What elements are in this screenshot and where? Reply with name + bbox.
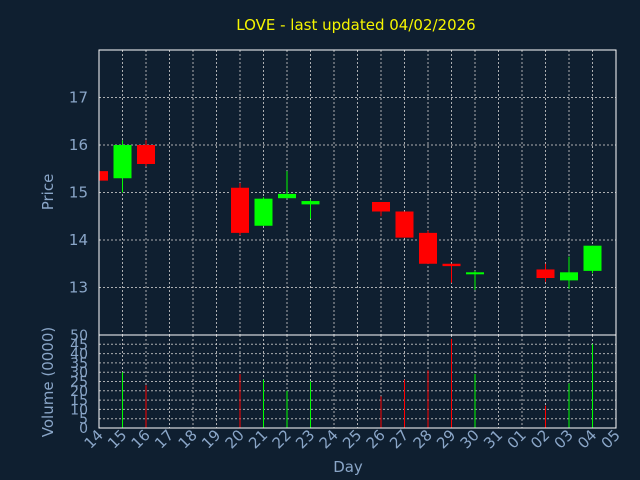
x-tick-label: 30	[457, 426, 483, 452]
volume-tick-label: 10	[70, 402, 88, 418]
candle-wicks	[98, 140, 593, 290]
price-tick-label: 15	[69, 184, 88, 202]
x-tick-label: 29	[433, 426, 459, 452]
price-tick-label: 16	[69, 136, 88, 154]
price-axis-ticks: 13 14 15 16 17	[69, 89, 88, 297]
x-tick-label: 25	[339, 426, 365, 452]
candle-body	[442, 263, 461, 267]
candle-body	[231, 187, 249, 233]
volume-tick-label: 50	[70, 328, 88, 344]
candle-body	[583, 245, 602, 271]
x-axis-label: Day	[333, 458, 363, 476]
x-tick-label: 26	[363, 426, 389, 452]
x-tick-label: 04	[574, 426, 600, 452]
price-axis-label: Price	[39, 174, 57, 211]
x-tick-label: 27	[386, 426, 412, 452]
x-tick-label: 01	[504, 426, 530, 452]
x-tick-label: 20	[222, 426, 248, 452]
candle-body	[560, 272, 578, 281]
volume-panel-frame	[98, 334, 617, 429]
volume-tick-label: 0	[79, 421, 88, 437]
candle-body	[419, 232, 437, 264]
candle-body	[395, 211, 414, 238]
x-tick-label: 15	[104, 426, 130, 452]
volume-tick-label: 20	[70, 384, 88, 400]
x-tick-label: 16	[128, 426, 154, 452]
day-axis-ticks: 1415161718192021222324252627282930310102…	[81, 426, 624, 452]
price-tick-label: 13	[69, 279, 88, 297]
x-tick-label: 18	[175, 426, 201, 452]
candle-body	[254, 198, 273, 226]
candle-body	[301, 201, 320, 205]
volume-tick-label: 15	[70, 393, 88, 409]
price-tick-label: 14	[69, 231, 88, 249]
volume-tick-label: 25	[70, 375, 88, 391]
candle-body	[99, 171, 108, 181]
chart-title: LOVE - last updated 04/02/2026	[236, 16, 475, 34]
candle-body	[278, 193, 296, 199]
x-tick-label: 02	[527, 426, 553, 452]
volume-tick-label: 30	[70, 365, 88, 381]
x-tick-label: 24	[316, 426, 342, 452]
volume-tick-label: 45	[70, 337, 88, 353]
volume-tick-label: 5	[79, 412, 88, 428]
volume-axis-label: Volume (0000)	[39, 327, 57, 437]
x-tick-label: 23	[292, 426, 318, 452]
x-tick-label: 03	[551, 426, 577, 452]
x-tick-label: 19	[198, 426, 224, 452]
candle-body	[536, 269, 555, 278]
x-tick-label: 31	[480, 426, 506, 452]
x-tick-label: 17	[151, 426, 177, 452]
price-tick-label: 17	[69, 89, 88, 107]
x-tick-label: 05	[598, 426, 624, 452]
x-tick-label: 21	[245, 426, 271, 452]
volume-bars	[98, 338, 593, 428]
candle-body	[466, 272, 484, 275]
x-tick-label: 22	[269, 426, 295, 452]
volume-tick-label: 35	[70, 356, 88, 372]
candle-body	[137, 145, 155, 164]
price-panel-grid	[99, 50, 616, 335]
candle-body	[113, 145, 132, 179]
volume-tick-label: 40	[70, 347, 88, 363]
panel-frames	[98, 49, 617, 429]
volume-panel-grid	[99, 335, 616, 428]
x-tick-label: 28	[410, 426, 436, 452]
candle-bodies	[99, 145, 602, 281]
candle-body	[372, 202, 390, 212]
